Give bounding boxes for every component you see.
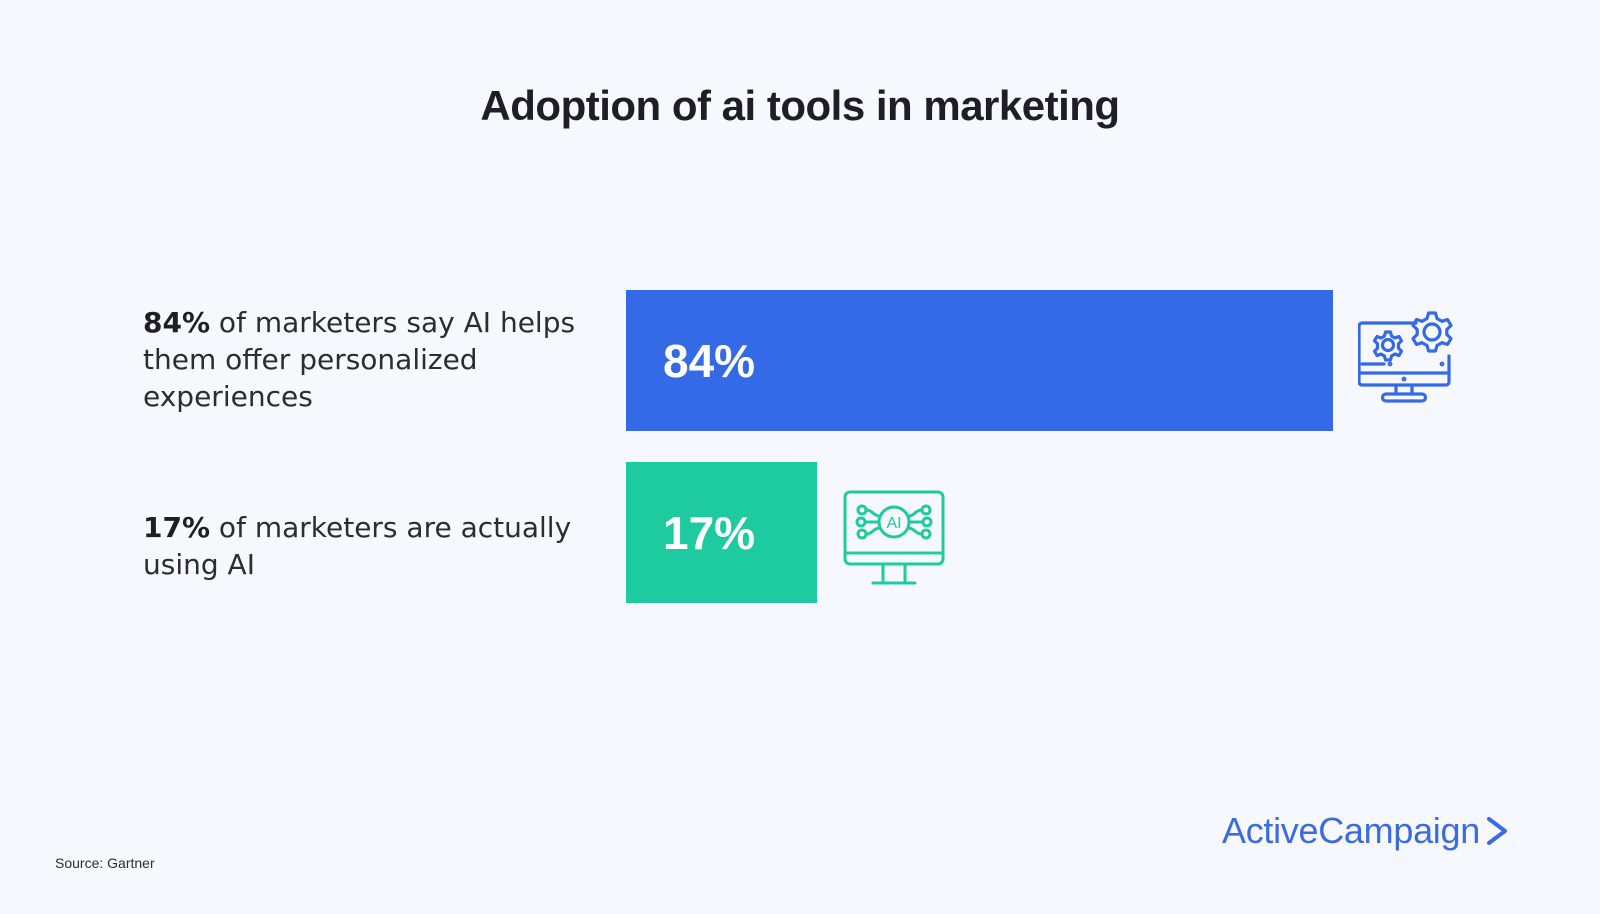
svg-text:AI: AI <box>886 515 901 532</box>
row-label-value: 17% <box>143 511 211 544</box>
bar-value-label: 17% <box>663 506 756 559</box>
row-label-value: 84% <box>143 306 211 339</box>
row-label-personalization: 84% of marketers say AI helps them offer… <box>143 304 593 415</box>
monitor-ai-chip-icon: AI <box>843 490 947 592</box>
activecampaign-logo: ActiveCampaign <box>1222 810 1508 852</box>
bar-value-label: 84% <box>663 334 756 387</box>
bar-personalization: 84% <box>626 290 1333 431</box>
chevron-right-icon <box>1486 817 1507 845</box>
monitor-gears-icon <box>1357 310 1458 414</box>
source-note: Source: Gartner <box>55 855 155 871</box>
chart-title: Adoption of ai tools in marketing <box>480 82 1120 129</box>
row-label-text: of marketers say AI helps them offer per… <box>143 306 576 413</box>
row-label-usage: 17% of marketers are actually using AI <box>143 509 593 583</box>
row-label-text: of marketers are actually using AI <box>143 511 572 581</box>
brand-name: ActiveCampaign <box>1222 810 1480 851</box>
bar-usage: 17% <box>626 462 817 603</box>
